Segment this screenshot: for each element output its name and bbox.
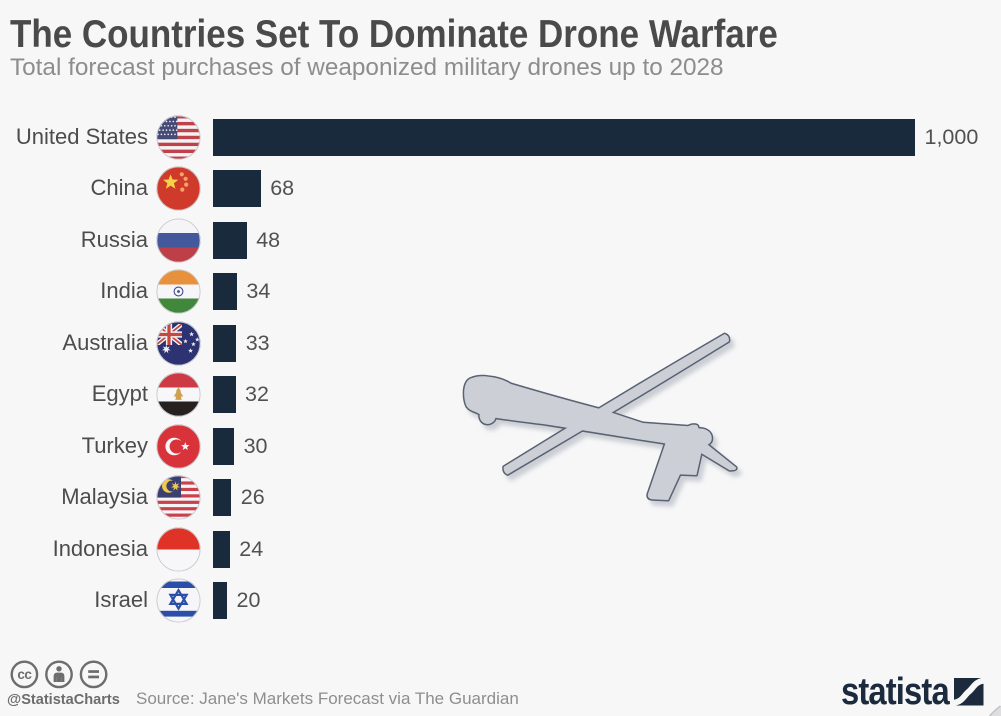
svg-text:cc: cc bbox=[17, 667, 32, 682]
